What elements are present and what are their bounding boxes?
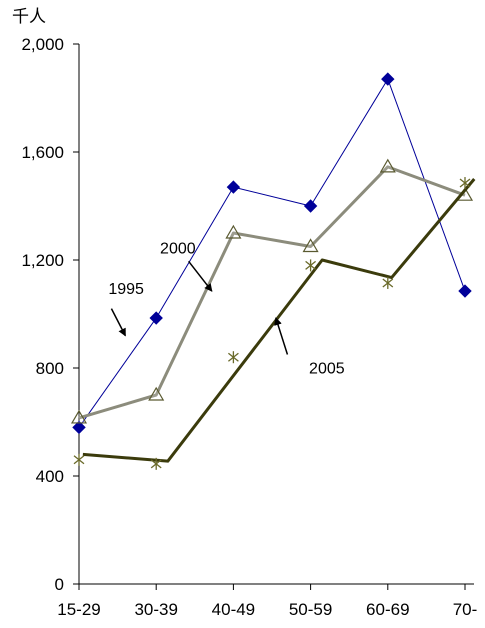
data-point-asterisk [382, 276, 394, 289]
series-layer [70, 72, 476, 470]
data-point-triangle [70, 409, 88, 424]
annotation-arrow-2005 [274, 317, 289, 355]
annotation-arrow-1995 [110, 308, 126, 337]
series-line-2005 [82, 178, 476, 463]
y-tick-label: 1,600 [21, 143, 64, 162]
annotation-layer: 1995 2000 2005 [108, 240, 344, 377]
data-point-diamond [226, 180, 241, 194]
x-tick-label: 50-59 [289, 600, 332, 619]
y-tick-label: 0 [55, 575, 64, 594]
series-2000 [70, 158, 474, 424]
data-point-diamond [72, 420, 86, 435]
y-unit-label: 千人 [12, 7, 46, 26]
data-point-triangle [379, 158, 396, 173]
data-point-triangle [148, 386, 165, 401]
data-point-triangle [302, 238, 319, 253]
data-point-diamond [381, 72, 395, 86]
data-point-diamond [303, 199, 318, 213]
y-tick-label: 800 [36, 359, 64, 378]
axes: 0 400 800 1,200 1,600 2,000 15-29 30-39 40-49 50-… [21, 35, 477, 619]
data-point-asterisk [459, 177, 471, 190]
data-point-asterisk [305, 259, 317, 272]
annotation-label-2000: 2000 [160, 240, 196, 257]
data-point-diamond [458, 284, 472, 298]
data-point-asterisk [150, 457, 162, 470]
data-point-asterisk [73, 453, 85, 466]
data-point-triangle [225, 224, 242, 239]
x-tick-label: 15-29 [57, 600, 100, 619]
x-tick-label: 30-39 [134, 600, 177, 619]
annotation-label-2005: 2005 [309, 360, 345, 377]
x-tick-label: 70- [453, 600, 478, 619]
data-point-asterisk [227, 351, 239, 364]
y-tick-label: 1,200 [21, 251, 64, 270]
y-tick-label: 2,000 [21, 35, 64, 54]
series-line-1995 [78, 78, 466, 428]
series-2005 [73, 177, 476, 470]
data-point-diamond [149, 311, 163, 325]
x-tick-label: 40-49 [212, 600, 255, 619]
annotation-label-1995: 1995 [108, 281, 144, 298]
series-1995 [72, 72, 472, 435]
annotation-arrow-2000 [188, 260, 213, 292]
series-line-2000 [78, 165, 466, 420]
x-tick-label: 60-69 [366, 600, 409, 619]
y-tick-label: 400 [36, 467, 64, 486]
